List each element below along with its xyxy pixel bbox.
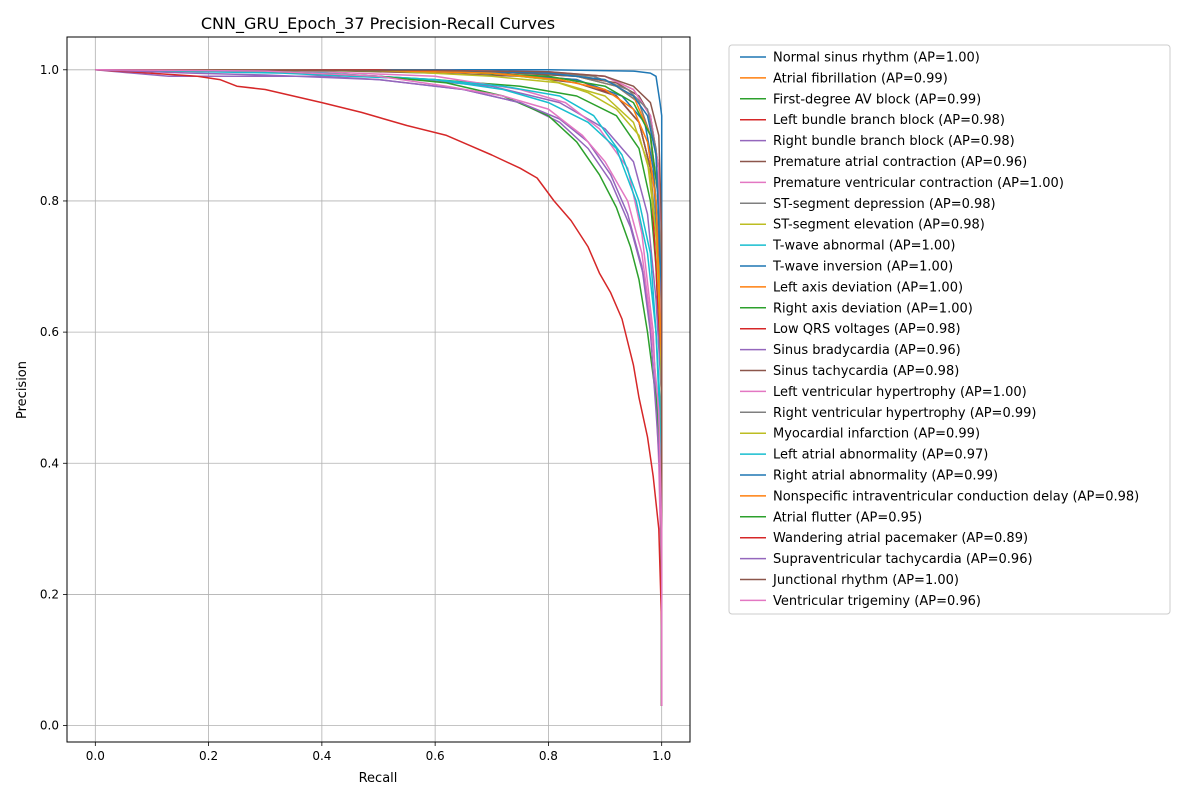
legend-items: Normal sinus rhythm (AP=1.00) Atrial fibr… xyxy=(740,51,1139,609)
plot-frame xyxy=(66,36,691,743)
axis-ticks: 0.0 0.2 0.4 0.6 0.8 1.0 0.0 0.2 0.4 0.6 0.8 1.0 xyxy=(40,63,671,763)
series-line xyxy=(95,69,663,706)
y-tick-label: 0.8 xyxy=(40,194,59,208)
legend-frame xyxy=(728,44,1171,615)
legend-label: ST-segment depression (AP=0.98) xyxy=(773,197,996,212)
series-line xyxy=(95,69,663,706)
x-tick-label: 0.8 xyxy=(539,749,558,763)
legend-label: Low QRS voltages (AP=0.98) xyxy=(773,322,961,337)
legend-label: Left ventricular hypertrophy (AP=1.00) xyxy=(773,385,1027,400)
legend-label: T-wave abnormal (AP=1.00) xyxy=(772,239,955,254)
legend-label: Sinus tachycardia (AP=0.98) xyxy=(773,364,959,379)
legend-label: Atrial fibrillation (AP=0.99) xyxy=(773,71,948,86)
x-tick-label: 1.0 xyxy=(652,749,671,763)
y-tick-label: 0.2 xyxy=(40,587,59,601)
legend-label: Wandering atrial pacemaker (AP=0.89) xyxy=(773,531,1028,546)
legend-label: ST-segment elevation (AP=0.98) xyxy=(773,218,985,233)
x-tick-label: 0.6 xyxy=(426,749,445,763)
y-tick-label: 1.0 xyxy=(40,63,59,77)
legend-label: Right atrial abnormality (AP=0.99) xyxy=(773,469,998,484)
legend-label: Normal sinus rhythm (AP=1.00) xyxy=(773,51,980,66)
series-line xyxy=(95,69,663,706)
series-lines xyxy=(95,69,663,706)
x-tick-label: 0.4 xyxy=(312,749,331,763)
y-tick-label: 0.4 xyxy=(40,456,59,470)
chart-title: CNN_GRU_Epoch_37 Precision-Recall Curves xyxy=(201,14,555,34)
y-axis-label: Precision xyxy=(15,361,30,419)
legend-label: Right bundle branch block (AP=0.98) xyxy=(773,134,1015,149)
series-line xyxy=(95,69,663,706)
legend-label: T-wave inversion (AP=1.00) xyxy=(772,260,953,275)
legend-label: Premature atrial contraction (AP=0.96) xyxy=(773,155,1027,170)
legend-label: Right axis deviation (AP=1.00) xyxy=(773,301,973,316)
grid xyxy=(67,37,690,742)
x-tick-label: 0.2 xyxy=(199,749,218,763)
legend-label: Right ventricular hypertrophy (AP=0.99) xyxy=(773,406,1036,421)
legend-label: Premature ventricular contraction (AP=1.… xyxy=(773,176,1064,191)
legend-label: Junctional rhythm (AP=1.00) xyxy=(772,573,959,588)
legend-label: Supraventricular tachycardia (AP=0.96) xyxy=(773,552,1033,567)
legend: Normal sinus rhythm (AP=1.00) Atrial fibr… xyxy=(728,44,1171,615)
legend-label: Atrial flutter (AP=0.95) xyxy=(773,510,922,525)
y-tick-label: 0.6 xyxy=(40,325,59,339)
x-axis-label: Recall xyxy=(359,771,398,786)
y-tick-label: 0.0 xyxy=(40,719,59,733)
x-tick-label: 0.0 xyxy=(86,749,105,763)
legend-label: Myocardial infarction (AP=0.99) xyxy=(773,427,980,442)
legend-label: Sinus bradycardia (AP=0.96) xyxy=(773,343,961,358)
legend-label: Ventricular trigeminy (AP=0.96) xyxy=(773,594,981,609)
legend-label: Left axis deviation (AP=1.00) xyxy=(773,280,963,295)
legend-label: Left bundle branch block (AP=0.98) xyxy=(773,113,1005,128)
legend-label: Nonspecific intraventricular conduction … xyxy=(773,489,1139,504)
legend-label: First-degree AV block (AP=0.99) xyxy=(773,92,981,107)
series-line xyxy=(95,69,663,706)
series-line xyxy=(95,69,663,706)
legend-label: Left atrial abnormality (AP=0.97) xyxy=(773,448,988,463)
